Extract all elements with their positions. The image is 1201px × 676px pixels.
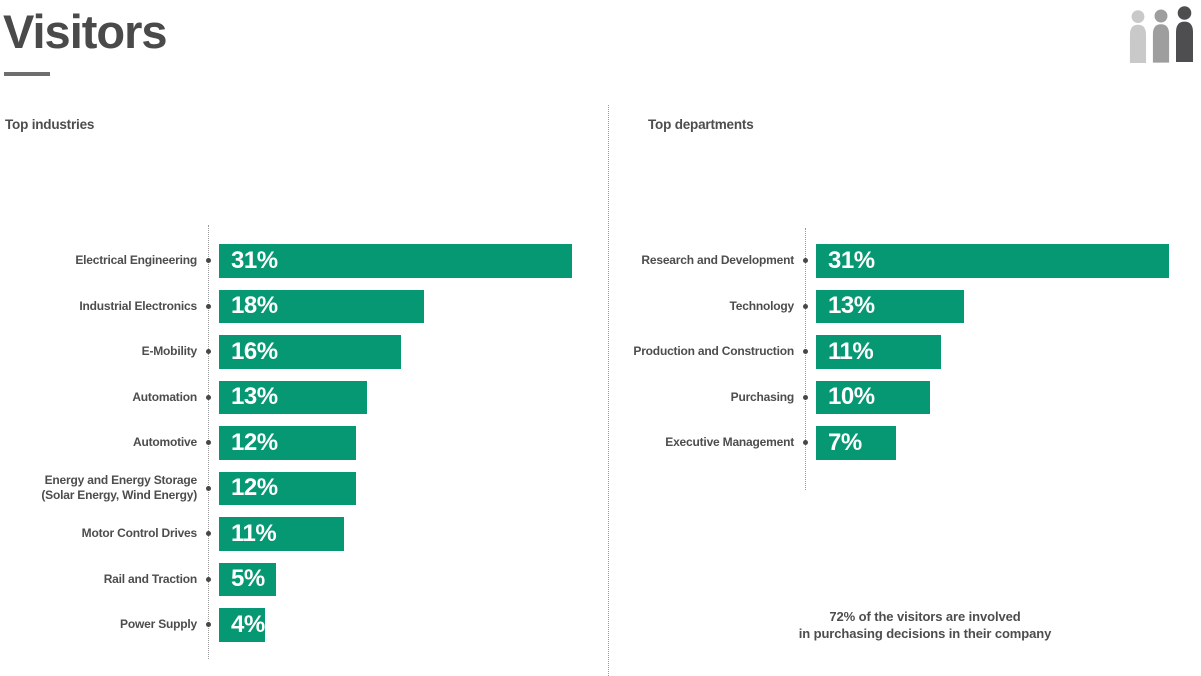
- bar-value-label: 13%: [231, 383, 278, 411]
- bar-row: Electrical Engineering 31%: [0, 244, 572, 278]
- axis-dot: [206, 531, 211, 537]
- category-label: Energy and Energy Storage (Solar Energy,…: [41, 473, 197, 503]
- category-label: Research and Development: [641, 253, 794, 268]
- category-label: Automation: [132, 389, 197, 404]
- bar-row: Research and Development 31%: [597, 244, 1169, 278]
- axis-dot: [206, 576, 211, 582]
- bar-row: Power Supply 4%: [0, 608, 572, 642]
- category-label: Industrial Electronics: [79, 298, 197, 313]
- axis-dot: [206, 394, 211, 400]
- chart-title: Top departments: [648, 117, 754, 132]
- category-label: Power Supply: [120, 617, 197, 632]
- bar-row: Executive Management 7%: [597, 426, 1169, 460]
- section-divider: [608, 105, 609, 676]
- axis-dot: [206, 258, 211, 264]
- bar-row: Production and Construction 11%: [597, 335, 1169, 369]
- bar-row: Automotive 12%: [0, 426, 572, 460]
- bar-value-label: 13%: [828, 292, 875, 320]
- category-label: Technology: [729, 298, 795, 313]
- category-label: Rail and Traction: [103, 571, 197, 586]
- bar: 11%: [816, 335, 941, 369]
- axis-dot: [803, 349, 808, 355]
- bar: 13%: [816, 289, 964, 323]
- person-icon-light: [1129, 10, 1147, 63]
- person-icon-medium: [1152, 9, 1170, 63]
- axis-dot: [206, 349, 211, 355]
- chart-axis-line: [805, 228, 806, 490]
- bar-value-label: 31%: [828, 246, 875, 274]
- person-icon-dark: [1176, 6, 1193, 63]
- axis-dot: [803, 440, 808, 446]
- bar: 31%: [219, 244, 572, 278]
- bar: 4%: [219, 608, 265, 642]
- bar-value-label: 5%: [231, 565, 265, 593]
- bar-value-label: 10%: [828, 383, 875, 411]
- bar-row: Automation 13%: [0, 380, 572, 414]
- category-label: Executive Management: [665, 435, 794, 450]
- bar: 11%: [219, 517, 344, 551]
- category-label: Electrical Engineering: [75, 253, 197, 268]
- category-label: Production and Construction: [633, 344, 794, 359]
- people-group-icon: [1128, 5, 1195, 63]
- chart-title: Top industries: [5, 117, 95, 132]
- bar-value-label: 16%: [231, 337, 278, 365]
- axis-dot: [803, 258, 808, 264]
- bar: 12%: [219, 471, 356, 505]
- page-title: Visitors: [3, 5, 168, 58]
- bar: 13%: [219, 380, 367, 414]
- bar-value-label: 12%: [231, 474, 278, 502]
- title-underline: [4, 72, 50, 76]
- bar: 18%: [219, 289, 424, 323]
- bar: 16%: [219, 335, 401, 369]
- axis-dot: [206, 622, 211, 628]
- bar: 31%: [816, 244, 1169, 278]
- axis-dot: [803, 394, 808, 400]
- chart-top-industries: Top industries Electrical Engineering 31…: [0, 115, 600, 676]
- bar-value-label: 11%: [828, 337, 874, 365]
- bar-value-label: 31%: [231, 246, 278, 274]
- bar-value-label: 7%: [828, 428, 862, 456]
- chart-rows: Electrical Engineering 31% Industrial El…: [0, 244, 572, 654]
- chart-rows: Research and Development 31% Technology …: [597, 244, 1169, 472]
- bar-value-label: 11%: [231, 519, 277, 547]
- bar-value-label: 4%: [231, 610, 265, 638]
- category-label: E-Mobility: [141, 344, 198, 359]
- footnote-line-1: 72% of the visitors are involved: [829, 609, 1021, 624]
- bar-row: Motor Control Drives 11%: [0, 517, 572, 551]
- chart-top-departments: Top departments Research and Development…: [597, 115, 1201, 676]
- bar: 7%: [816, 426, 896, 460]
- category-label: Motor Control Drives: [81, 526, 198, 541]
- bar-value-label: 12%: [231, 428, 278, 456]
- bar: 12%: [219, 426, 356, 460]
- footnote: 72% of the visitors are involved in purc…: [700, 608, 1150, 642]
- bar-value-label: 18%: [231, 292, 278, 320]
- category-label: Purchasing: [730, 389, 795, 404]
- axis-dot: [803, 303, 808, 309]
- bar-row: Energy and Energy Storage (Solar Energy,…: [0, 471, 572, 505]
- bar-row: Purchasing 10%: [597, 380, 1169, 414]
- bar-row: Rail and Traction 5%: [0, 562, 572, 596]
- bar: 10%: [816, 380, 930, 414]
- bar-row: Industrial Electronics 18%: [0, 289, 572, 323]
- axis-dot: [206, 303, 211, 309]
- axis-dot: [206, 440, 211, 446]
- bar-row: Technology 13%: [597, 289, 1169, 323]
- footnote-line-2: in purchasing decisions in their company: [798, 626, 1052, 641]
- category-label: Automotive: [132, 435, 197, 450]
- bar: 5%: [219, 562, 276, 596]
- bar-row: E-Mobility 16%: [0, 335, 572, 369]
- axis-dot: [206, 485, 211, 491]
